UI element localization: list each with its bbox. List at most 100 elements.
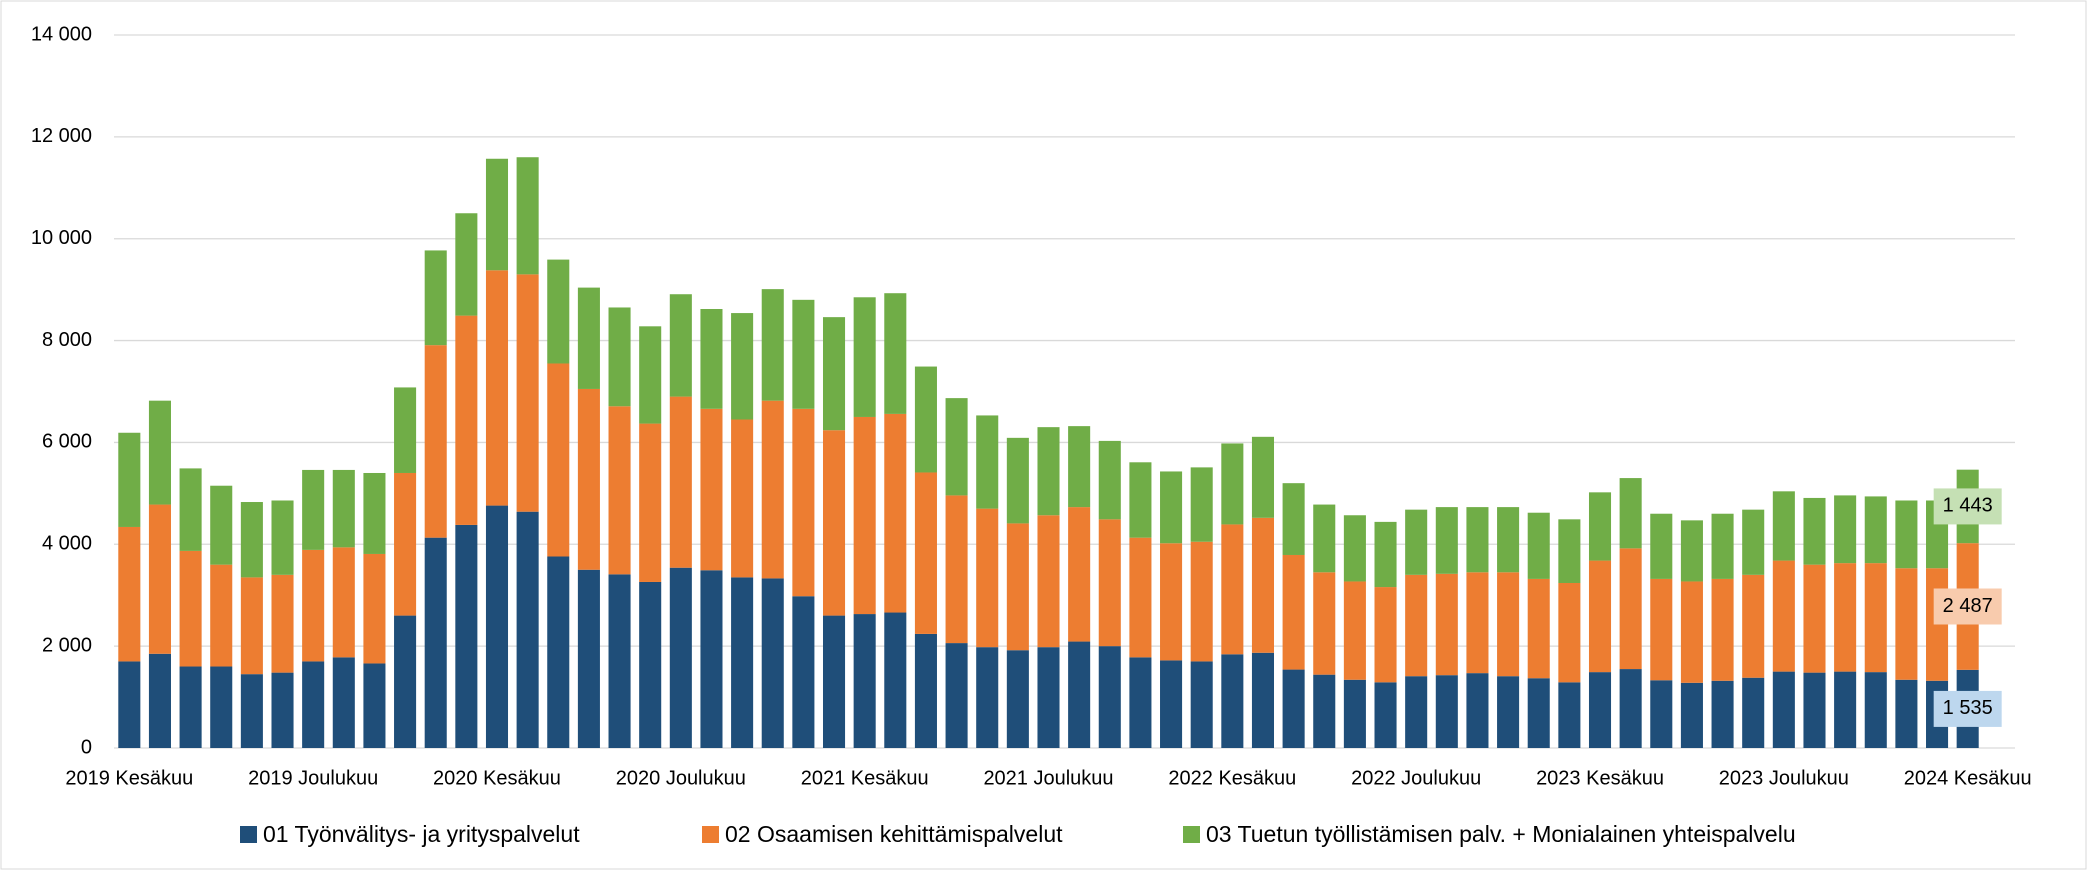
bar-segment: [455, 315, 478, 525]
bar-segment: [179, 468, 202, 551]
bar-segment: [608, 307, 631, 407]
bar-segment: [822, 615, 846, 748]
bar-segment: [1221, 524, 1244, 655]
bar-segment: [1098, 646, 1121, 748]
x-tick-label: 2021 Kesäkuu: [801, 767, 929, 789]
bar-segment: [271, 574, 294, 673]
legend: 01 Työnvälitys- ja yrityspalvelut 02 Osaa…: [240, 821, 1796, 847]
legend-swatch: [702, 826, 719, 843]
x-tick-label: 2021 Joulukuu: [983, 767, 1113, 789]
bar-segment: [577, 569, 600, 748]
data-label: 1 443: [1943, 495, 1993, 517]
bar-segment: [394, 387, 417, 473]
x-tick-label: 2020 Kesäkuu: [433, 767, 561, 789]
bar-segment: [792, 299, 815, 409]
bar-segment: [1466, 507, 1489, 573]
bar-segment: [1834, 671, 1857, 748]
bar-segment: [1834, 563, 1857, 672]
bar-segment: [394, 472, 417, 616]
bar-segment: [1619, 548, 1642, 670]
bar-segment: [1374, 682, 1397, 748]
bar-segment: [363, 553, 386, 664]
legend-swatch: [1183, 826, 1200, 843]
bar-segment: [1343, 515, 1366, 582]
bar-segment: [424, 345, 447, 538]
bar-segment: [148, 653, 171, 748]
bar-segment: [761, 578, 784, 748]
bar-segment: [302, 661, 325, 748]
bar-segment: [485, 158, 509, 271]
bar-segment: [547, 259, 570, 364]
bar-segment: [761, 289, 784, 401]
bar-segment: [1160, 543, 1183, 661]
bar-segment: [455, 524, 478, 748]
bar-segment: [332, 469, 355, 548]
bar-segment: [148, 400, 171, 505]
bar-segment: [1466, 673, 1489, 748]
x-tick-label: 2023 Joulukuu: [1719, 767, 1849, 789]
bar-segment: [1405, 509, 1428, 575]
bar-segment: [1313, 572, 1336, 675]
y-tick-label: 6 000: [42, 431, 92, 453]
bar-segment: [577, 287, 600, 389]
bar-segment: [1803, 497, 1826, 565]
bar-segment: [945, 495, 968, 644]
bar-segment: [1864, 672, 1887, 748]
bar-segment: [394, 615, 417, 748]
bar-segment: [1650, 578, 1673, 681]
bar-segment: [1006, 523, 1029, 651]
bar-segment: [271, 500, 294, 575]
bar-segment: [1160, 660, 1183, 748]
bar-segment: [1068, 507, 1091, 642]
bar-segment: [516, 511, 539, 748]
bar-segment: [1037, 427, 1060, 516]
bar-segment: [424, 250, 447, 346]
bar-segment: [179, 550, 202, 667]
bar-segment: [577, 388, 600, 570]
data-label-box: [1933, 588, 2002, 625]
bar-segment: [210, 485, 233, 565]
bar-segment: [731, 577, 754, 748]
bar-segment: [1650, 680, 1673, 748]
bar-segment: [1435, 573, 1458, 676]
bar-segment: [639, 423, 662, 582]
bar-segment: [1251, 517, 1275, 653]
bar-segment: [792, 408, 815, 597]
bar-segment: [792, 596, 815, 748]
bar-segment: [1742, 574, 1765, 678]
bar-segment: [1251, 436, 1275, 518]
bar-segment: [1068, 426, 1091, 508]
bar-segment: [1588, 492, 1612, 561]
legend-swatch: [240, 826, 257, 843]
bar-segment: [1834, 495, 1857, 564]
bar-segment: [302, 549, 325, 662]
y-tick-label: 14 000: [31, 23, 92, 45]
bar-segment: [669, 567, 692, 748]
bar-segment: [884, 612, 907, 748]
bar-segment: [1006, 650, 1029, 748]
x-tick-label: 2024 Kesäkuu: [1904, 767, 2032, 789]
bar-segment: [761, 400, 784, 579]
bar-segment: [1803, 564, 1826, 673]
bar-segment: [976, 508, 999, 648]
bar-segment: [1864, 563, 1887, 673]
legend-label: 03 Tuetun työllistämisen palv. + Moniala…: [1206, 821, 1796, 847]
bar-segment: [1129, 537, 1152, 658]
bar-segment: [1864, 496, 1887, 564]
bar-segment: [1497, 572, 1520, 677]
bar-segment: [669, 396, 692, 568]
bar-segment: [945, 643, 968, 748]
bar-segment: [1190, 541, 1213, 662]
bar-segment: [210, 666, 233, 748]
bar-segment: [1895, 500, 1918, 569]
bar-segment: [822, 430, 846, 616]
bar-segment: [1068, 641, 1091, 748]
bar-segment: [1282, 554, 1305, 670]
bar-segment: [1282, 669, 1305, 748]
bar-segment: [1558, 682, 1581, 748]
bar-segment: [1527, 678, 1550, 748]
bar-segment: [608, 406, 631, 575]
x-tick-label: 2023 Kesäkuu: [1536, 767, 1664, 789]
data-label-box: [1933, 690, 2002, 727]
